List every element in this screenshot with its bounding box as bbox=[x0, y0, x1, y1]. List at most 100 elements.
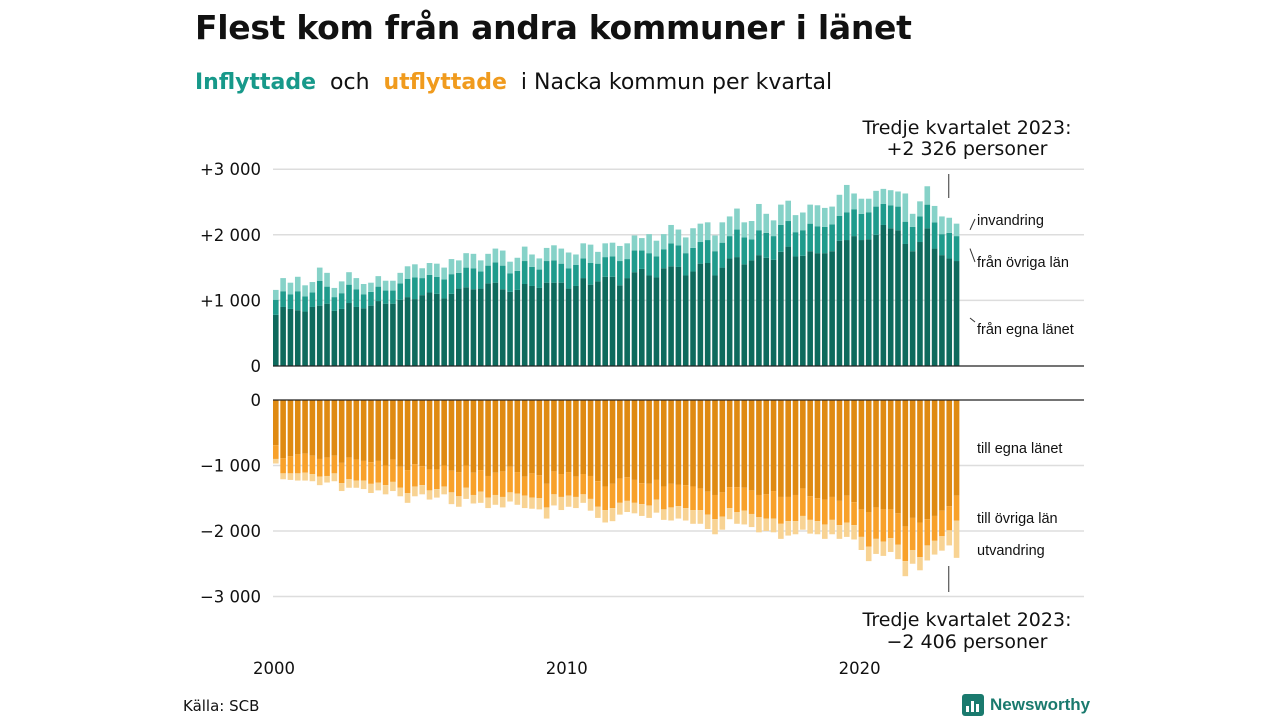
bar-from-other-counties bbox=[316, 280, 323, 306]
bar-to-other-counties bbox=[617, 478, 623, 503]
bar-emigration bbox=[814, 521, 821, 535]
bar-from-own-county bbox=[368, 305, 374, 366]
bar-immigration bbox=[543, 247, 550, 262]
bar-to-own-county bbox=[843, 400, 850, 496]
bar-to-other-counties bbox=[858, 509, 865, 537]
bar-from-own-county bbox=[675, 266, 682, 366]
bar-to-own-county bbox=[287, 400, 294, 457]
bar-from-other-counties bbox=[887, 205, 894, 229]
bar-immigration bbox=[294, 276, 301, 292]
bar-immigration bbox=[880, 188, 887, 204]
bar-emigration bbox=[499, 496, 506, 508]
bar-to-other-counties bbox=[287, 456, 294, 474]
bar-from-other-counties bbox=[302, 296, 308, 312]
bar-to-other-counties bbox=[507, 466, 513, 493]
bar-from-own-county bbox=[609, 276, 616, 366]
bar-immigration bbox=[324, 272, 330, 287]
bar-from-other-counties bbox=[756, 230, 762, 256]
bar-from-own-county bbox=[712, 275, 718, 366]
bar-from-other-counties bbox=[785, 221, 791, 247]
bar-to-other-counties bbox=[748, 490, 755, 514]
bar-to-own-county bbox=[492, 400, 499, 473]
bar-from-own-county bbox=[499, 289, 506, 366]
bar-from-other-counties bbox=[880, 203, 887, 225]
bar-from-own-county bbox=[668, 266, 674, 366]
bar-to-own-county bbox=[704, 400, 711, 492]
bar-from-other-counties bbox=[294, 291, 301, 311]
bar-from-other-counties bbox=[463, 267, 469, 288]
bar-from-own-county bbox=[595, 281, 601, 366]
bar-from-own-county bbox=[829, 251, 835, 366]
bar-from-own-county bbox=[646, 275, 652, 366]
bar-from-other-counties bbox=[822, 226, 828, 254]
bar-from-other-counties bbox=[434, 276, 440, 294]
bar-to-own-county bbox=[375, 400, 382, 461]
bar-to-own-county bbox=[917, 400, 923, 523]
bar-from-own-county bbox=[909, 251, 916, 366]
bar-to-own-county bbox=[470, 400, 477, 473]
bar-emigration bbox=[865, 546, 872, 562]
bar-emigration bbox=[368, 483, 374, 494]
bar-to-own-county bbox=[477, 400, 484, 471]
bar-to-other-counties bbox=[829, 496, 835, 520]
bar-emigration bbox=[602, 510, 608, 523]
bar-emigration bbox=[390, 481, 396, 492]
bar-to-other-counties bbox=[726, 487, 733, 509]
bar-from-other-counties bbox=[734, 229, 740, 258]
bar-emigration bbox=[734, 512, 740, 524]
bar-emigration bbox=[741, 510, 748, 525]
bar-immigration bbox=[316, 267, 323, 281]
bar-from-own-county bbox=[873, 234, 879, 366]
bar-from-other-counties bbox=[470, 268, 477, 290]
bar-to-other-counties bbox=[756, 494, 762, 518]
y-tick-label: 0 bbox=[251, 391, 262, 410]
bar-immigration bbox=[419, 268, 425, 279]
bar-emigration bbox=[624, 500, 630, 513]
chart-subtitle: Inflyttade och utflyttade i Nacka kommun pe… bbox=[195, 70, 832, 95]
bar-to-other-counties bbox=[346, 457, 352, 480]
bar-to-other-counties bbox=[609, 483, 616, 509]
bar-immigration bbox=[836, 194, 843, 216]
bar-from-own-county bbox=[639, 268, 645, 366]
bar-immigration bbox=[734, 208, 740, 230]
bar-immigration bbox=[580, 243, 587, 259]
bar-emigration bbox=[580, 494, 587, 503]
bar-from-other-counties bbox=[426, 274, 433, 293]
bar-emigration bbox=[675, 506, 682, 519]
bar-from-other-counties bbox=[660, 249, 667, 269]
bar-to-other-counties bbox=[463, 465, 469, 488]
bar-immigration bbox=[668, 224, 674, 244]
bar-immigration bbox=[851, 193, 857, 210]
bar-immigration bbox=[748, 221, 755, 240]
bar-from-own-county bbox=[778, 251, 784, 366]
bar-immigration bbox=[565, 252, 572, 269]
bar-to-own-county bbox=[865, 400, 872, 513]
bar-from-own-county bbox=[477, 288, 484, 366]
bar-from-other-counties bbox=[675, 245, 682, 267]
bar-immigration bbox=[822, 207, 828, 227]
bar-emigration bbox=[294, 473, 301, 481]
bar-to-own-county bbox=[543, 400, 550, 484]
bar-to-own-county bbox=[587, 400, 594, 476]
bar-from-other-counties bbox=[873, 206, 879, 235]
bar-from-other-counties bbox=[778, 224, 784, 252]
bar-immigration bbox=[697, 223, 704, 243]
bar-from-own-county bbox=[441, 298, 447, 366]
bar-to-other-counties bbox=[895, 513, 901, 545]
bar-from-own-county bbox=[397, 299, 404, 366]
bar-to-other-counties bbox=[412, 464, 418, 487]
bar-immigration bbox=[953, 223, 960, 237]
bar-immigration bbox=[895, 191, 901, 207]
bar-to-other-counties bbox=[404, 470, 411, 494]
bar-from-other-counties bbox=[851, 209, 857, 237]
bar-immigration bbox=[507, 261, 513, 274]
bar-from-own-county bbox=[382, 303, 389, 366]
bar-emigration bbox=[697, 510, 704, 524]
bar-immigration bbox=[682, 237, 689, 254]
newsworthy-logo-text: Newsworthy bbox=[990, 695, 1091, 714]
bar-from-own-county bbox=[602, 276, 608, 366]
bar-from-other-counties bbox=[814, 226, 821, 254]
source-note: Källa: SCB bbox=[183, 697, 260, 715]
bar-immigration bbox=[287, 282, 294, 295]
bar-emigration bbox=[660, 509, 667, 520]
